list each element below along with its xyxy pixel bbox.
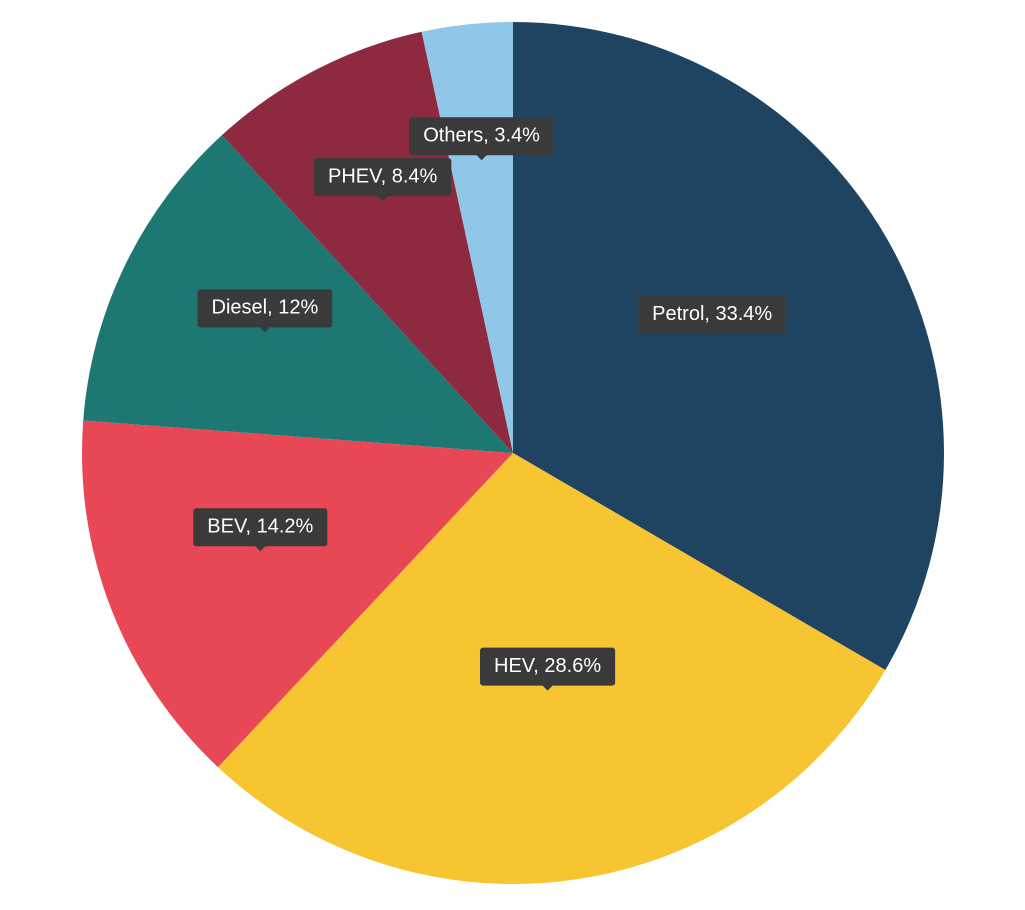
label-pointer bbox=[254, 545, 267, 552]
data-label: HEV, 28.6% bbox=[480, 647, 616, 691]
label-pointer bbox=[706, 332, 719, 339]
label-pointer bbox=[376, 195, 389, 202]
label-box bbox=[638, 295, 787, 334]
label-box bbox=[193, 508, 328, 547]
label-text: HEV, 28.6% bbox=[494, 655, 601, 677]
label-pointer bbox=[541, 684, 554, 691]
data-label: PHEV, 8.4% bbox=[314, 158, 452, 202]
label-text: Diesel, 12% bbox=[212, 297, 319, 319]
label-text: PHEV, 8.4% bbox=[328, 165, 438, 187]
label-pointer bbox=[258, 326, 271, 333]
label-text: BEV, 14.2% bbox=[207, 515, 313, 537]
label-box bbox=[314, 158, 452, 197]
label-box bbox=[197, 289, 333, 328]
label-text: Petrol, 33.4% bbox=[652, 303, 772, 325]
pie-slice bbox=[81, 420, 513, 768]
data-label: BEV, 14.2% bbox=[193, 508, 328, 552]
label-text: Others, 3.4% bbox=[423, 125, 540, 147]
label-box bbox=[480, 647, 616, 686]
data-label: Others, 3.4% bbox=[409, 117, 554, 161]
label-pointer bbox=[475, 154, 488, 161]
pie-slice bbox=[513, 22, 945, 671]
label-box bbox=[409, 117, 554, 156]
data-label: Petrol, 33.4% bbox=[638, 295, 787, 339]
data-label: Diesel, 12% bbox=[197, 289, 333, 333]
